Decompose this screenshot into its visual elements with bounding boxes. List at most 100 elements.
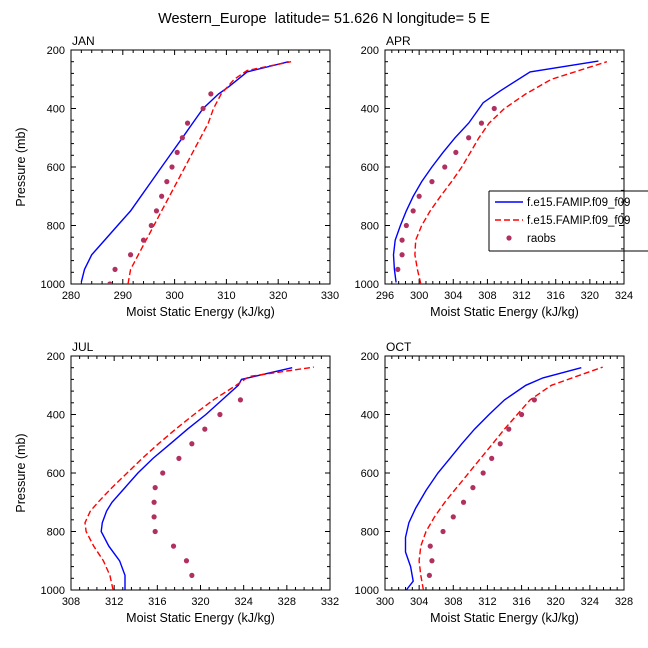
- plot-frame: [384, 49, 625, 285]
- legend-entry: raobs: [506, 233, 556, 245]
- raobs-point: [518, 411, 525, 418]
- x-tick-label: 290: [114, 290, 132, 302]
- y-tick-label: 1000: [355, 279, 379, 291]
- legend-label: raobs: [527, 233, 556, 245]
- plot-frame: [384, 355, 625, 591]
- raobs-point: [184, 120, 191, 126]
- raobs-point: [399, 237, 405, 243]
- raobs-point: [450, 514, 456, 520]
- raobs-point: [399, 252, 405, 258]
- panel-apr: APR 296 300 304 308 312 316 320 324 200 400 600 800 1…: [355, 34, 634, 319]
- x-tick-label: 316: [512, 596, 530, 608]
- y-tick-label: 800: [47, 221, 65, 233]
- raobs-point: [237, 397, 244, 403]
- raobs-point: [183, 558, 190, 564]
- panel-jul: JUL 308 312 316 320 324 328 332 200 400 600 800 1000…: [14, 340, 339, 625]
- raobs-point: [453, 149, 459, 155]
- x-tick-label: 328: [615, 596, 633, 608]
- x-tick-label: 308: [62, 596, 80, 608]
- x-tick-label: 328: [278, 596, 296, 608]
- x-tick-label: 312: [512, 290, 530, 302]
- y-tick-label: 200: [361, 45, 379, 57]
- x-tick-label: 324: [234, 596, 252, 608]
- y-tick-label: 800: [47, 527, 65, 539]
- series-line-solid: [392, 60, 599, 283]
- legend-label: f.e15.FAMIP.f09_f09: [527, 215, 630, 227]
- raobs-point: [410, 208, 416, 214]
- x-tick-label: 332: [321, 596, 339, 608]
- raobs-point: [217, 411, 223, 418]
- raobs-point: [152, 528, 158, 535]
- panels: JAN 280 290 300 310 320 330 200 400 600 800 1000 Moi…: [14, 34, 633, 625]
- series-line-dashed: [84, 366, 314, 590]
- y-tick-label: 200: [47, 351, 65, 363]
- y-tick-label: 800: [361, 221, 379, 233]
- y-tick-label: 200: [47, 45, 65, 57]
- x-tick-label: 300: [376, 596, 394, 608]
- x-tick-label: 320: [581, 290, 599, 302]
- x-tick-label: 300: [165, 290, 183, 302]
- x-tick-label: 320: [547, 596, 565, 608]
- y-tick-label: 400: [47, 410, 65, 422]
- x-axis-label: Moist Static Energy (kJ/kg): [430, 611, 579, 625]
- series-line-solid: [100, 367, 293, 590]
- raobs-point: [107, 281, 113, 284]
- x-tick-label: 312: [105, 596, 123, 608]
- y-tick-label: 600: [47, 162, 65, 174]
- panel-title: JAN: [72, 34, 95, 48]
- legend-entry: f.e15.FAMIP.f09_f09: [495, 215, 630, 227]
- raobs-point: [170, 543, 177, 549]
- raobs-point: [127, 252, 134, 258]
- series-line-dashed: [414, 61, 608, 284]
- x-tick-label: 324: [615, 290, 633, 302]
- x-tick-label: 312: [478, 596, 496, 608]
- legend-marker: [506, 235, 512, 241]
- raobs-point: [152, 485, 158, 491]
- raobs-point: [491, 105, 497, 112]
- raobs-point: [506, 426, 512, 432]
- raobs-point: [174, 149, 180, 155]
- raobs-point: [416, 193, 422, 199]
- y-axis-label: Pressure (mb): [14, 433, 28, 512]
- raobs-point: [429, 558, 435, 564]
- raobs-point: [208, 91, 214, 97]
- raobs-point: [489, 455, 495, 461]
- raobs-point: [480, 470, 486, 476]
- series-group: [80, 61, 292, 284]
- plot-frame: [70, 49, 331, 285]
- raobs-point: [160, 470, 166, 476]
- series-line-dashed: [418, 366, 603, 590]
- y-tick-label: 400: [47, 104, 65, 116]
- raobs-point: [112, 266, 118, 272]
- raobs-point: [189, 441, 195, 447]
- x-tick-label: 304: [444, 290, 462, 302]
- x-tick-label: 300: [410, 290, 428, 302]
- x-tick-label: 330: [321, 290, 339, 302]
- x-tick-label: 324: [581, 596, 599, 608]
- series-group: [84, 366, 314, 590]
- raobs-point: [169, 164, 175, 170]
- raobs-point: [151, 514, 157, 520]
- series-group: [404, 366, 603, 590]
- raobs-point: [440, 528, 446, 535]
- x-tick-label: 304: [410, 596, 428, 608]
- raobs-point: [466, 135, 472, 141]
- raobs-point: [148, 222, 154, 229]
- panel-oct: OCT 300 304 308 312 316 320 324 328 200 400 600 800 1…: [355, 340, 634, 625]
- raobs-point: [159, 193, 165, 199]
- y-tick-label: 400: [361, 410, 379, 422]
- raobs-point: [429, 179, 435, 185]
- x-tick-label: 280: [62, 290, 80, 302]
- series-line-dashed: [127, 61, 292, 284]
- y-axis-label: Pressure (mb): [14, 127, 28, 206]
- raobs-point: [189, 572, 195, 578]
- raobs-point: [151, 499, 157, 505]
- y-tick-label: 1000: [41, 585, 65, 597]
- series-line-solid: [80, 61, 289, 282]
- raobs-point: [426, 572, 432, 578]
- y-tick-label: 1000: [41, 279, 65, 291]
- panel-title: OCT: [386, 340, 412, 354]
- y-tick-label: 400: [361, 104, 379, 116]
- legend: f.e15.FAMIP.f09_f09 f.e15.FAMIP.f09_f09ra…: [488, 190, 648, 252]
